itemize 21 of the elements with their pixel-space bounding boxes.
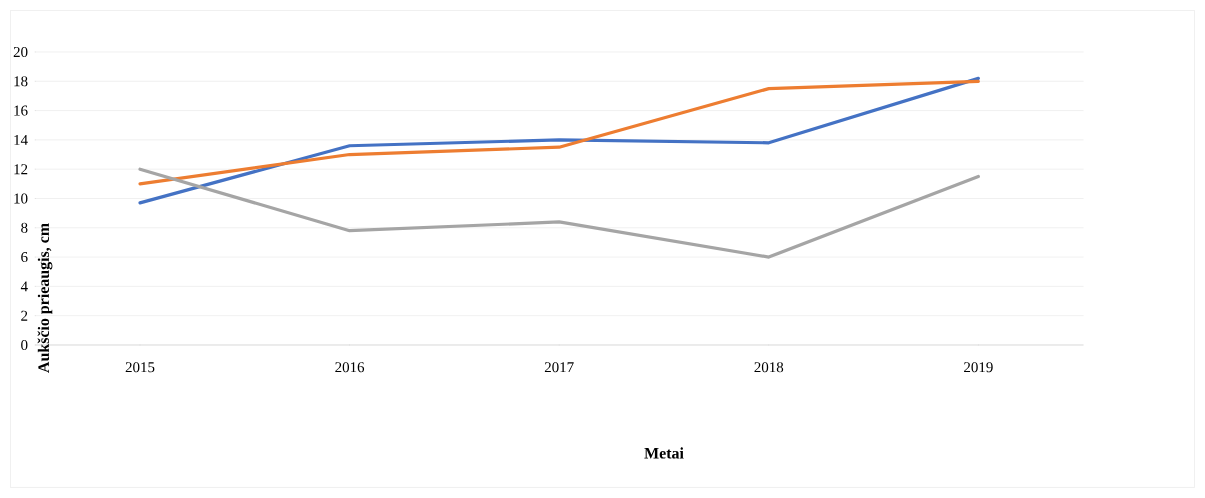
y-tick-label: 2 [21,310,28,321]
x-tick-label: 2015 [125,362,155,373]
y-tick-label: 14 [14,134,28,145]
y-tick-label: 20 [13,46,28,58]
line-series [138,167,980,259]
y-axis-title: Aukščio prieaugis, cm [37,223,53,373]
y-tick-label: 4 [20,281,28,292]
y-tick-label: 8 [21,222,28,233]
x-tick-label: 2016 [335,362,365,373]
x-axis-title: Metai [644,447,684,459]
y-tick-label: 12 [14,164,28,175]
y-tick-label: 18 [14,76,28,87]
y-tick-label: 6 [21,252,28,263]
line-series [138,79,980,186]
y-tick-label: 0 [21,339,28,351]
x-tick-label: 2018 [754,362,784,373]
x-tick-label: 2019 [964,362,993,373]
x-tick-label: 2017 [544,362,574,373]
y-tick-label: 10 [14,193,28,204]
y-tick-label: 16 [14,105,28,116]
line-series [138,76,980,205]
